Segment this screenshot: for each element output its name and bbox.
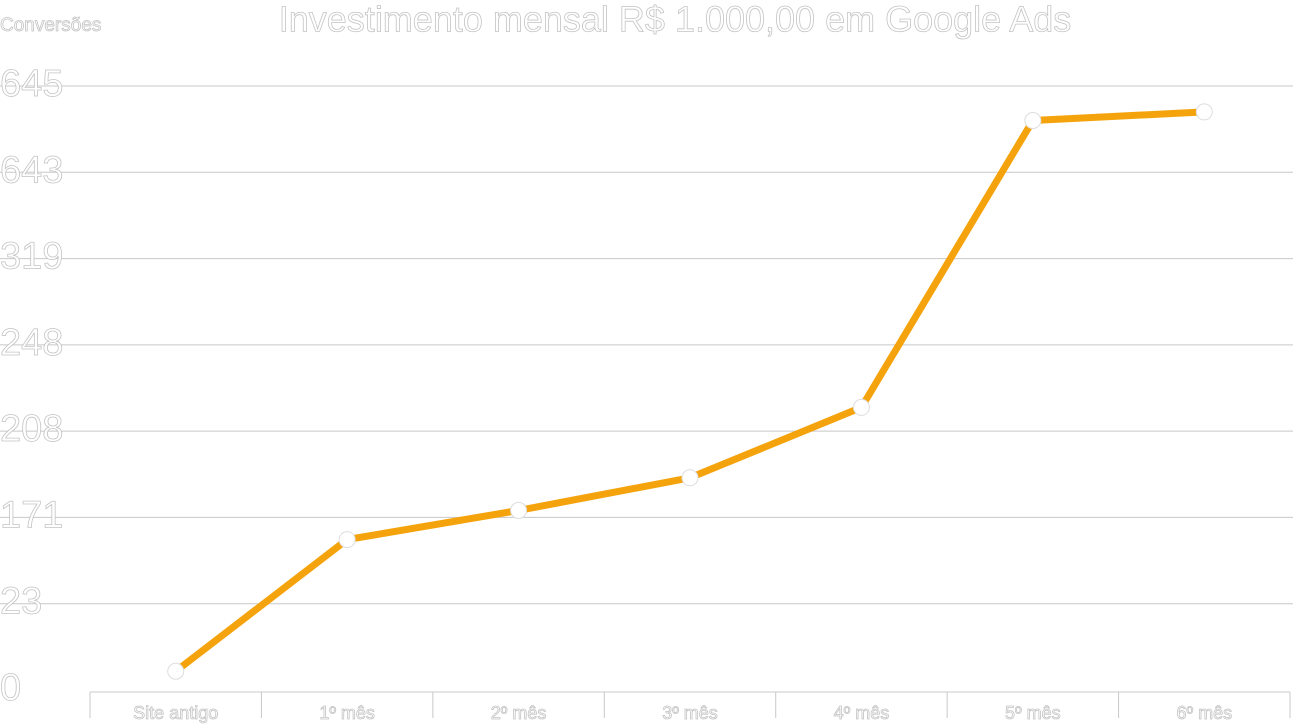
- point: [338, 531, 356, 549]
- x-tick-label: 3º mês: [662, 703, 718, 723]
- y-tick-label: 171: [0, 494, 63, 536]
- y-tick-label: 23: [0, 581, 42, 623]
- y-tick-label: 208: [0, 408, 63, 450]
- y-tick-label: 319: [0, 236, 63, 278]
- chart-title: Investimento mensal R$ 1.000,00 em Googl…: [279, 0, 1071, 40]
- line: [173, 108, 1205, 675]
- y-tick-label: 645: [0, 63, 63, 105]
- point: [1195, 103, 1213, 121]
- point: [852, 398, 870, 416]
- y-tick-label: 643: [0, 149, 63, 191]
- y-axis-label: Conversões: [0, 15, 101, 36]
- point: [167, 662, 185, 680]
- x-tick-label: 4º mês: [834, 703, 890, 723]
- x-tick-label: 1º mês: [319, 703, 375, 723]
- point: [1024, 112, 1042, 130]
- x-tick-label: Site antigo: [133, 703, 218, 723]
- point: [510, 501, 528, 519]
- x-tick-label: 5º mês: [1005, 703, 1061, 723]
- point: [681, 469, 699, 487]
- y-tick-label: 248: [0, 322, 63, 364]
- y-tick-label: 0: [0, 667, 21, 709]
- x-tick-label: 6º mês: [1176, 703, 1232, 723]
- x-tick-label: 2º mês: [491, 703, 547, 723]
